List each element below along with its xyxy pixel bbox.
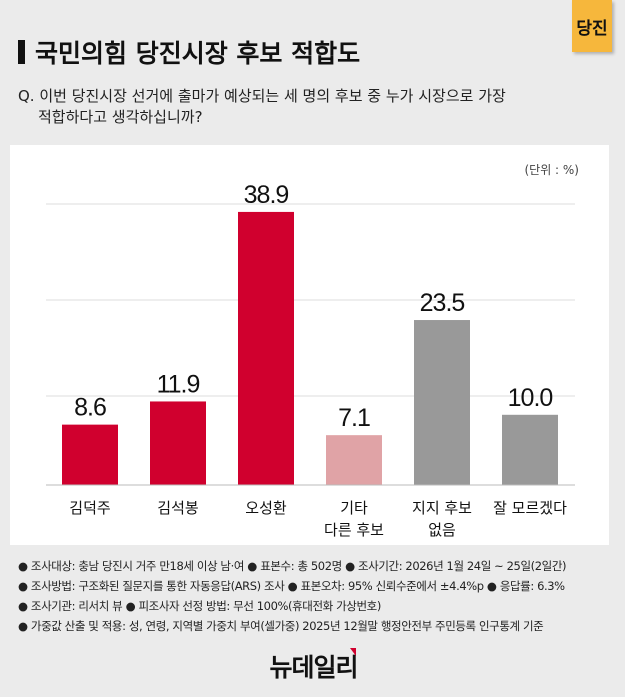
survey-notes: ● 조사대상: 충남 당진시 거주 만18세 이상 남·여 ● 표본수: 총 5… xyxy=(18,556,567,636)
bar xyxy=(326,435,382,485)
category-label: 김석봉 xyxy=(157,499,198,517)
value-label: 10.0 xyxy=(508,384,553,412)
question: Q. 이번 당진시장 선거에 출마가 예상되는 세 명의 후보 중 누가 시장으… xyxy=(18,86,506,128)
note-line: ● 조사기관: 리서치 뷰 ● 피조사자 선정 방법: 무선 100%(휴대전화… xyxy=(18,599,381,613)
category-label: 김덕주 xyxy=(69,499,110,517)
note-line: ● 조사대상: 충남 당진시 거주 만18세 이상 남·여 ● 표본수: 총 5… xyxy=(18,559,567,573)
value-label: 38.9 xyxy=(244,181,289,209)
logo-mark-icon xyxy=(349,648,356,656)
bar xyxy=(150,401,206,485)
category-label: 지지 후보 xyxy=(412,499,472,517)
bar xyxy=(414,320,470,485)
unit-label: (단위 : %) xyxy=(524,163,579,177)
category-label: 기타 xyxy=(340,499,368,517)
note-line: ● 조사방법: 구조화된 질문지를 통한 자동응답(ARS) 조사 ● 표본오차… xyxy=(18,579,565,593)
value-label: 11.9 xyxy=(157,370,200,398)
newdaily-logo: 뉴데일리 xyxy=(0,648,625,684)
note-line: ● 가중값 산출 및 적용: 성, 연령, 지역별 가중치 부여(셀가중) 20… xyxy=(18,619,544,633)
bar xyxy=(62,424,118,485)
page-title: 국민의힘 당진시장 후보 적합도 xyxy=(18,34,360,70)
bar xyxy=(238,211,294,485)
question-line: Q. 이번 당진시장 선거에 출마가 예상되는 세 명의 후보 중 누가 시장으… xyxy=(18,87,506,105)
title-bar-icon xyxy=(18,40,25,64)
title-text: 국민의힘 당진시장 후보 적합도 xyxy=(35,39,361,68)
value-label: 23.5 xyxy=(420,289,465,317)
question-line: 적합하다고 생각하십니까? xyxy=(38,108,203,126)
category-label: 없음 xyxy=(428,521,456,539)
value-label: 7.1 xyxy=(338,404,370,432)
category-label: 오성환 xyxy=(245,499,287,517)
logo-text: 뉴데일리 xyxy=(269,653,358,682)
category-label: 잘 모르겠다 xyxy=(493,499,567,517)
bar xyxy=(502,414,558,485)
region-tag: 당진 xyxy=(572,0,612,52)
category-label: 다른 후보 xyxy=(324,521,384,539)
value-label: 8.6 xyxy=(74,394,106,422)
